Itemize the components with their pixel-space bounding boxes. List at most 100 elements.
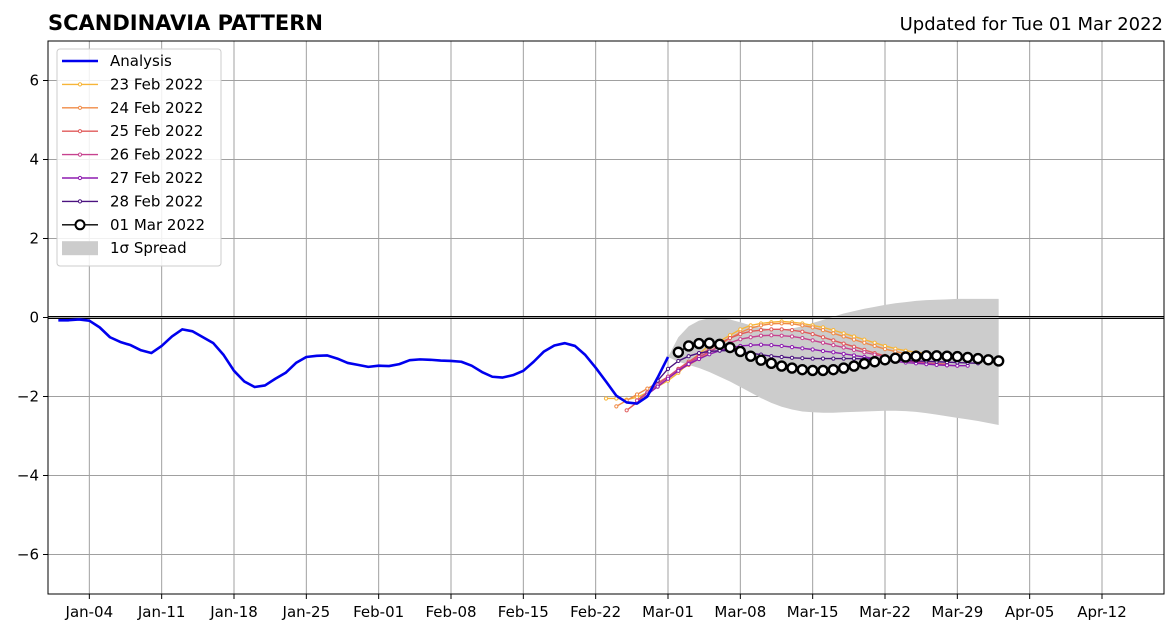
data-point [755, 354, 767, 366]
y-tick-label: −4 [17, 467, 39, 485]
data-point [707, 349, 712, 354]
data-point [800, 356, 805, 361]
data-point [665, 376, 671, 381]
data-point [765, 357, 778, 370]
data-point [941, 350, 953, 362]
x-tick-label: Mar-22 [859, 603, 911, 621]
legend-swatch-marker [74, 219, 86, 231]
x-tick-label: Apr-05 [1005, 603, 1055, 621]
data-point [758, 333, 764, 338]
series-line [58, 318, 670, 405]
data-point [800, 329, 805, 334]
y-tick-label: 0 [29, 309, 39, 327]
data-point [848, 360, 860, 372]
legend-swatch-marker [77, 175, 83, 181]
data-point [841, 356, 846, 361]
data-point [810, 356, 815, 361]
legend-label: 26 Feb 2022 [110, 146, 203, 164]
data-point [748, 343, 753, 348]
y-axis-ticks: 6 4 2 0 −2 −4 −6 [17, 72, 48, 564]
data-point [796, 363, 809, 376]
data-point [779, 327, 784, 332]
data-point [810, 331, 815, 337]
y-tick-label: 2 [29, 230, 39, 248]
data-point [810, 325, 815, 330]
data-point [841, 351, 846, 356]
data-point [696, 350, 702, 356]
data-point [868, 356, 881, 368]
data-point [851, 337, 857, 342]
data-point [758, 323, 764, 328]
data-point [779, 321, 784, 326]
legend-label: 23 Feb 2022 [110, 75, 203, 93]
data-point [820, 328, 826, 333]
legend-label: 25 Feb 2022 [110, 122, 203, 140]
x-tick-label: Mar-01 [642, 603, 694, 621]
data-point [634, 392, 640, 397]
data-point [789, 321, 795, 326]
data-point [800, 335, 805, 341]
x-tick-label: Mar-29 [931, 603, 983, 621]
data-point [789, 334, 795, 339]
data-point [910, 350, 922, 362]
data-point [930, 350, 943, 362]
data-point [820, 356, 826, 361]
data-point [972, 352, 984, 365]
x-tick-label: Apr-12 [1077, 603, 1127, 621]
data-point [879, 354, 891, 366]
data-point [820, 340, 826, 345]
data-point [820, 335, 826, 340]
x-tick-label: Mar-15 [787, 603, 839, 621]
data-point [686, 362, 691, 367]
data-point [810, 338, 815, 343]
data-point [696, 356, 702, 362]
data-point [758, 328, 764, 333]
y-tick-label: 6 [29, 72, 39, 90]
data-point [831, 350, 836, 355]
data-point [693, 337, 705, 350]
data-point [789, 328, 795, 333]
legend-label: 27 Feb 2022 [110, 169, 203, 187]
data-point [862, 350, 867, 355]
data-point [686, 354, 691, 359]
data-point [837, 362, 850, 374]
data-point [992, 355, 1005, 367]
data-point [682, 340, 695, 352]
data-point [872, 352, 877, 357]
data-point [786, 362, 798, 374]
y-tick-label: 4 [29, 151, 39, 169]
data-point [806, 364, 819, 377]
data-point [831, 356, 836, 361]
data-point [769, 333, 774, 338]
legend-swatch-marker [77, 105, 83, 110]
data-point [645, 386, 650, 391]
data-point [665, 366, 671, 371]
data-point [738, 331, 743, 337]
legend-swatch-marker [77, 199, 83, 204]
x-tick-label: Feb-01 [353, 603, 404, 621]
data-point [851, 356, 857, 361]
x-tick-label: Mar-08 [714, 603, 766, 621]
data-point [603, 396, 609, 401]
data-point [713, 338, 726, 351]
data-point [858, 358, 871, 370]
data-point [672, 346, 685, 358]
data-point [789, 345, 795, 350]
legend-label: 24 Feb 2022 [110, 99, 203, 117]
series-01-mar-2022 [672, 337, 1005, 377]
x-tick-label: Feb-15 [498, 603, 549, 621]
data-point [703, 337, 716, 349]
data-point [769, 327, 774, 332]
data-point [817, 364, 829, 377]
data-point [624, 408, 629, 413]
data-point [676, 358, 681, 364]
data-point [769, 354, 774, 359]
data-point [831, 343, 836, 348]
x-tick-label: Jan-11 [137, 603, 186, 621]
data-point [779, 333, 784, 338]
data-point [775, 360, 788, 372]
data-point [872, 343, 877, 349]
series-analysis [58, 318, 670, 405]
data-point [614, 404, 619, 409]
